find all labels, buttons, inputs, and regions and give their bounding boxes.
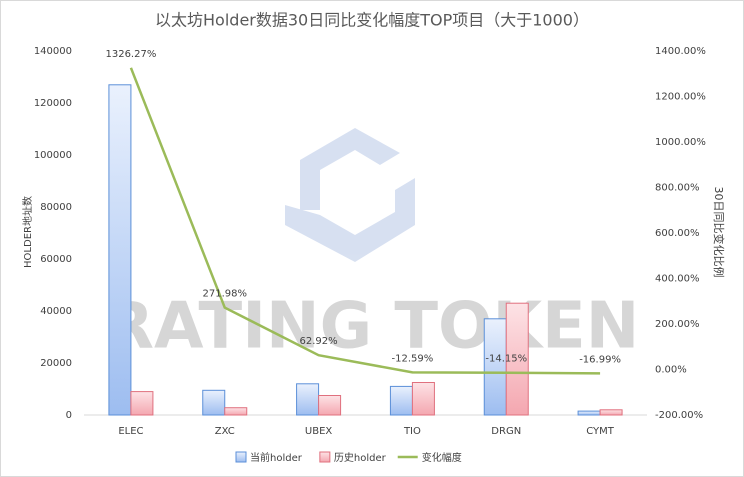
line xyxy=(129,67,601,375)
bar xyxy=(318,395,342,416)
legend-label: 当前holder xyxy=(250,451,303,464)
bar xyxy=(599,409,623,416)
y2-tick-label: 1400.00% xyxy=(655,46,706,57)
y-tick-label: 140000 xyxy=(34,46,72,57)
legend-swatch xyxy=(235,451,247,463)
watermark: RATING TOKEN xyxy=(105,290,640,364)
data-label: -16.99% xyxy=(579,354,621,365)
data-label: 1326.27% xyxy=(105,49,156,60)
y2-tick-label: 400.00% xyxy=(655,274,700,285)
x-tick-label: DRGN xyxy=(491,426,521,437)
chart-title: 以太坊Holder数据30日同比变化幅度TOP项目（大于1000） xyxy=(155,11,589,30)
data-label: 271.98% xyxy=(203,289,248,300)
y-axis-title: HOLDER地址数 xyxy=(21,196,34,268)
y-tick-label: 0 xyxy=(66,410,72,421)
bar xyxy=(389,385,413,416)
bar xyxy=(202,389,226,416)
y2-tick-label: -200.00% xyxy=(655,410,703,421)
x-tick-label: ZXC xyxy=(215,426,235,437)
x-tick-label: TIO xyxy=(403,426,421,437)
y2-tick-label: 1000.00% xyxy=(655,137,706,148)
y2-tick-label: 0.00% xyxy=(655,365,687,376)
data-label: -12.59% xyxy=(392,353,434,364)
y-tick-label: 80000 xyxy=(40,202,72,213)
data-label: -14.15% xyxy=(485,354,527,365)
y2-tick-label: 1200.00% xyxy=(655,92,706,103)
bar xyxy=(108,84,132,416)
y2-tick-label: 600.00% xyxy=(655,228,700,239)
bar xyxy=(296,383,320,416)
y-tick-label: 20000 xyxy=(40,358,72,369)
bar xyxy=(130,391,154,416)
y2-tick-label: 800.00% xyxy=(655,183,700,194)
y2-tick-label: 200.00% xyxy=(655,319,700,330)
x-tick-label: UBEX xyxy=(305,426,332,437)
y-tick-label: 40000 xyxy=(40,306,72,317)
x-tick-label: CYMT xyxy=(586,426,615,437)
bar xyxy=(411,382,435,416)
legend-label: 历史holder xyxy=(334,452,387,464)
bar xyxy=(224,407,248,416)
y-tick-label: 100000 xyxy=(34,150,72,161)
bar xyxy=(483,318,507,416)
watermark-logo xyxy=(285,128,415,262)
y-tick-label: 60000 xyxy=(40,254,72,265)
bar xyxy=(577,410,601,416)
x-tick-label: ELEC xyxy=(118,426,143,437)
legend-label: 变化幅度 xyxy=(422,451,462,464)
data-label: 62.92% xyxy=(300,336,338,347)
y-tick-label: 120000 xyxy=(34,98,72,109)
y2-axis-title: 30日同比变化比例 xyxy=(712,187,726,278)
legend-swatch xyxy=(319,451,331,463)
bar xyxy=(505,302,529,416)
